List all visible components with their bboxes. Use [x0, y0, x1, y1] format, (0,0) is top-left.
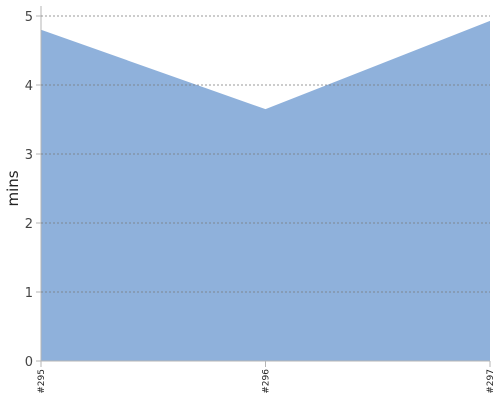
series-area-layer — [41, 20, 490, 362]
y-tick-label: 3 — [25, 148, 33, 163]
y-tick-label: 4 — [25, 79, 33, 94]
y-tick-label: 0 — [25, 355, 33, 370]
y-tick-label: 1 — [25, 286, 33, 301]
series-area — [41, 20, 490, 362]
x-tick-labels: #295 #296 #297 — [37, 361, 496, 394]
y-tick-label: 2 — [25, 217, 33, 232]
y-axis-title: mins — [4, 170, 22, 206]
y-tick-label: 5 — [25, 10, 33, 25]
x-tick-label: #297 — [486, 369, 496, 394]
x-tick-label: #295 — [37, 369, 47, 394]
y-tick-labels: 0 1 2 3 4 5 — [25, 10, 490, 370]
x-tick-label: #296 — [262, 369, 272, 394]
